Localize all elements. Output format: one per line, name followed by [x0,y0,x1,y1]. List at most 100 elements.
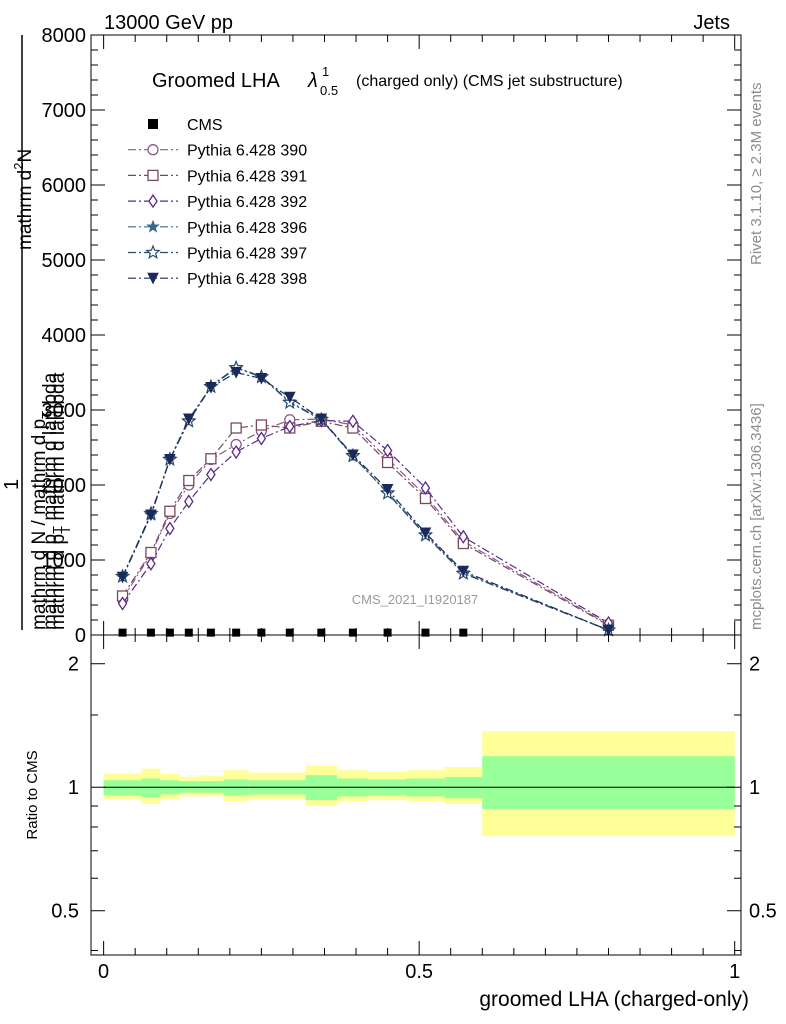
main-y-tick-label: 3000 [42,400,87,422]
legend-label-cms: CMS [187,117,223,134]
legend-marker [147,144,159,156]
series-point [164,454,176,466]
legend-label: Pythia 6.428 392 [187,194,307,211]
series-point [348,414,358,429]
rivet-version-text: Rivet 3.1.10, ≥ 2.3M events [748,83,765,266]
series-point [230,422,242,434]
legend-label: Pythia 6.428 397 [187,246,307,263]
series-point [164,505,176,517]
series-point [458,529,469,544]
svg-text:mathrm d pT mathrm d lambda: mathrm d p T mathrm d lambda [40,372,65,630]
ylabel-den1-sub: T [39,411,54,419]
series-point [602,624,615,637]
series-point [255,419,268,431]
legend-marker [147,272,159,285]
main-y-tick-label: 2000 [42,475,87,497]
main-y-tick-label: 4000 [42,325,87,347]
ratio-uncertainty-bands [103,731,735,837]
series-line [122,366,609,631]
ratio-y-tick-label: 0.5 [51,901,79,923]
svg-text:mathrm d N / mathrm d pT: mathrm d N / mathrm d pT [29,411,54,630]
legend-label: Pythia 6.428 398 [187,271,307,288]
series-point [231,444,241,460]
ratio-band-inner [482,756,735,809]
ratio-x-axis: 0 0.5 1 [98,635,740,983]
main-y-tick-label: 0 [75,625,86,647]
main-y-tick-label: 8000 [42,25,87,47]
ratio-plot-frame [90,634,742,956]
header-right: Jets [693,12,730,34]
series-point [381,484,394,496]
cms-point [285,628,294,637]
cms-point [257,628,266,637]
main-series [114,359,617,637]
title-main: Groomed LHA [152,70,280,92]
series-line [122,367,609,631]
ratio-y-axis: 0.5 0.5 1 1 2 2 [51,654,777,951]
title-lambda: λ [307,70,318,92]
ratio-y-axis-label: Ratio to CMS [24,750,41,839]
ratio-y-tick-label-right: 2 [749,654,760,676]
svg-text:mathrm d2N: mathrm d2N [11,149,36,250]
header-left: 13000 GeV pp [104,12,233,34]
ratio-y-tick-label: 1 [68,777,79,799]
series-point [117,596,128,611]
legend-label: Pythia 6.428 391 [187,168,307,185]
cms-point [348,628,357,637]
title-sup: 1 [322,64,329,79]
cms-point [383,628,392,637]
cms-point [206,628,215,637]
series-point [183,474,195,487]
legend-marker [146,219,160,233]
analysis-watermark: CMS_2021_I1920187 [352,592,479,607]
ylabel-line2: mathrm d p [40,534,61,630]
ylabel-one: 1 [1,479,23,490]
series-point [184,494,194,509]
series-point [283,391,296,404]
ratio-y-tick-label-right: 1 [749,777,760,799]
series-point [382,443,393,458]
series-point [116,571,129,584]
legend-marker [147,169,159,182]
ratio-band-inner [141,778,161,798]
ylabel-line1: mathrm d [15,170,36,250]
main-y-tick-label: 6000 [42,175,87,197]
mcplots-credit-text: mcplots.cern.ch [arXiv:1306.3436] [748,403,765,630]
title-sub: 0.5 [320,83,338,98]
series-point [206,467,216,482]
series-point [205,453,217,465]
series-point [255,373,268,385]
main-y-tick-label: 1000 [42,550,87,572]
ratio-x-tick-label: 0.5 [405,961,433,983]
ylabel-line1-tail: N [15,149,36,163]
series-point [145,509,157,522]
series-point [420,480,431,496]
ylabel-den2: mathrm d p [48,534,69,630]
ylabel-line2-tail: mathrm d lambda [40,372,61,526]
ratio-y-tick-label: 2 [68,654,79,676]
ylabel-line1-sup: 2 [11,163,26,170]
series-point [183,413,195,426]
main-y-tick-label: 5000 [42,250,87,272]
series-point [146,556,156,571]
cms-point [232,628,241,637]
series-pythia-6-428-398 [116,367,615,637]
series-point [165,521,175,536]
series-point [285,419,295,434]
cms-data-points [118,628,468,637]
series-point [205,382,217,394]
ratio-x-tick-label: 0 [98,961,109,983]
series-point [145,546,157,559]
legend-marker [145,244,161,260]
legend-marker-cms [148,119,158,129]
series-line [122,371,609,631]
cms-point [165,628,174,637]
title-rest: (charged only) (CMS jet substructure) [356,73,623,90]
cms-point [146,628,155,637]
ratio-band-inner [103,780,142,796]
cms-point [317,628,326,637]
svg-text:mathrm d pT mathrm d lambda: mathrm d pT mathrm d lambda [48,372,73,630]
ylabel-den1: mathrm d N / mathrm d p [29,419,50,630]
ylabel-den2-tail: mathrm d lambda [48,372,69,526]
